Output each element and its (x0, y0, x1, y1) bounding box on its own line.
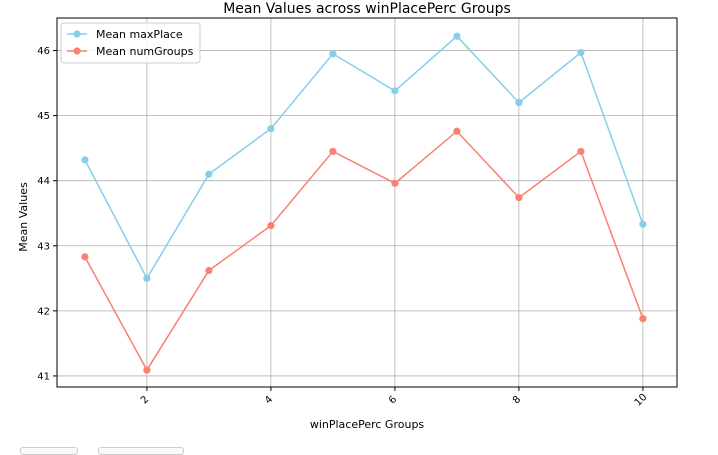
mean-maxplace-point (267, 125, 275, 133)
mean-numgroups-point (391, 179, 399, 187)
y-tick-label: 43 (37, 241, 50, 252)
scroll-thumb-left (20, 447, 78, 455)
mean-maxplace-point (515, 99, 523, 107)
mean-maxplace-point (81, 156, 89, 164)
mean-maxplace-point (577, 48, 585, 57)
y-axis-label: Mean Values (17, 182, 30, 252)
mean-maxplace-point (391, 87, 399, 95)
mean-numgroups-point (205, 266, 213, 275)
chart-title: Mean Values across winPlacePerc Groups (223, 1, 511, 17)
mean-numgroups-point (639, 315, 647, 323)
x-axis-label: winPlacePerc Groups (310, 418, 425, 431)
x-tick-label: 2 (139, 394, 151, 406)
x-tick-label: 6 (387, 394, 399, 406)
plot-frame (56, 17, 678, 388)
scroll-thumb-right (98, 447, 184, 455)
mean-maxplace-point (639, 220, 647, 228)
mean-maxplace-line (84, 35, 644, 280)
x-tick-label: 4 (263, 394, 275, 406)
mean-maxplace-point (453, 32, 461, 40)
mean-maxplace-point (329, 50, 337, 58)
y-tick-label: 45 (37, 111, 50, 122)
y-tick-label: 41 (37, 371, 50, 382)
y-tick-label: 42 (37, 306, 50, 317)
series-layer (81, 32, 647, 374)
legend: Mean maxPlace Mean numGroups (60, 22, 201, 64)
mean-maxplace-point (205, 170, 213, 178)
x-tick-label: 8 (511, 394, 523, 406)
legend-marker (73, 30, 81, 38)
legend-marker (73, 47, 81, 55)
legend-label: Mean numGroups (96, 45, 194, 58)
mean-numgroups-point (329, 147, 337, 156)
mean-numgroups-point (143, 366, 151, 374)
mean-numgroups-point (515, 194, 523, 202)
mean-numgroups-line (84, 130, 644, 372)
y-tick-label: 46 (37, 46, 50, 57)
mean-numgroups-point (577, 147, 585, 156)
mean-numgroups-point (453, 127, 461, 135)
mean-maxplace-point (143, 274, 151, 282)
x-tick-label: 10 (633, 392, 650, 409)
mean-numgroups-point (267, 222, 275, 230)
legend-label: Mean maxPlace (96, 28, 183, 41)
y-tick-label: 44 (37, 176, 50, 187)
legend-box (60, 22, 201, 64)
mean-numgroups-point (81, 253, 89, 261)
